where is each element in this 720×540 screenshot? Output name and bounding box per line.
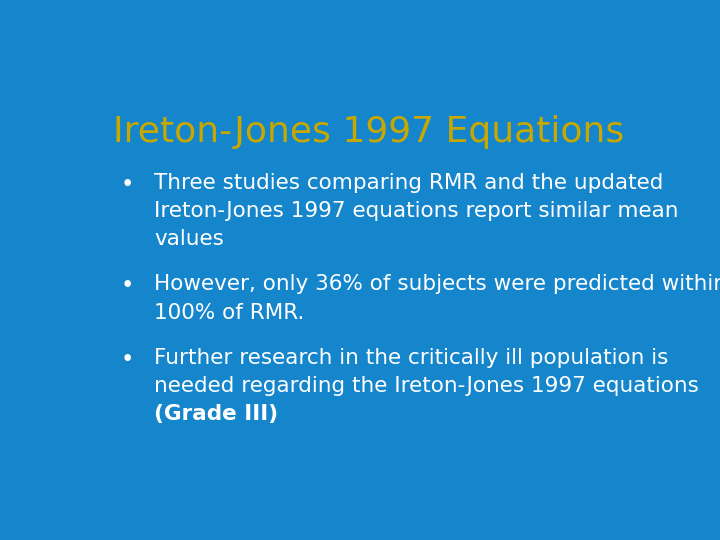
Text: •: • <box>121 274 134 298</box>
Text: •: • <box>121 173 134 196</box>
Text: (Grade III): (Grade III) <box>154 404 279 424</box>
Text: Ireton-Jones 1997 equations report similar mean: Ireton-Jones 1997 equations report simil… <box>154 201 679 221</box>
Text: However, only 36% of subjects were predicted within: However, only 36% of subjects were predi… <box>154 274 720 294</box>
Text: Three studies comparing RMR and the updated: Three studies comparing RMR and the upda… <box>154 173 664 193</box>
Text: needed regarding the Ireton-Jones 1997 equations: needed regarding the Ireton-Jones 1997 e… <box>154 376 699 396</box>
Text: values: values <box>154 230 224 249</box>
Text: Ireton-Jones 1997 Equations: Ireton-Jones 1997 Equations <box>113 114 625 148</box>
Text: •: • <box>121 348 134 370</box>
Text: Further research in the critically ill population is: Further research in the critically ill p… <box>154 348 669 368</box>
Text: 100% of RMR.: 100% of RMR. <box>154 302 305 322</box>
